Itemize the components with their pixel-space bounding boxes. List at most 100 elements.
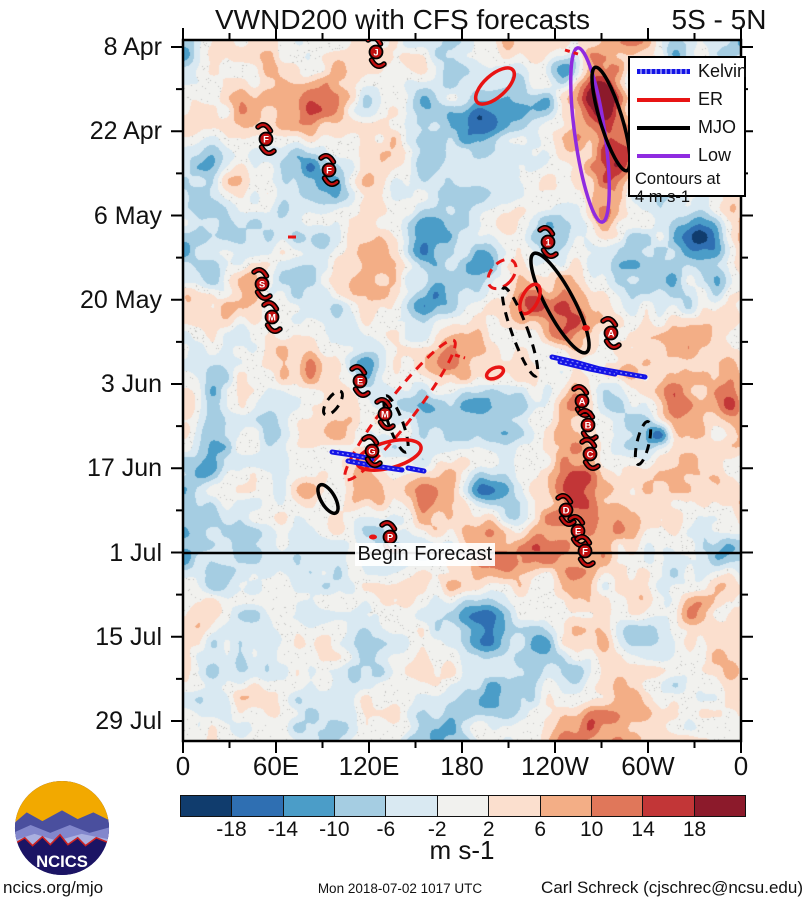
x-axis-label: 60W [621, 751, 675, 781]
cyclone-letter: P [387, 533, 394, 544]
colorbar-segment [181, 796, 233, 816]
colorbar-segment [283, 796, 336, 816]
wave-ellipse-mjo [316, 482, 340, 516]
y-axis-label: 8 Apr [103, 33, 162, 61]
legend-item-mjo: MJO [630, 114, 744, 142]
colorbar-tick-label: 14 [631, 818, 655, 841]
colorbar-segment [489, 796, 541, 816]
legend-item-kelvin: Kelvin [630, 58, 748, 86]
y-axis-label: 1 Jul [109, 538, 162, 567]
logo-text: NCICS [36, 852, 88, 871]
latitude-band-label: 5S - 5N [671, 4, 767, 35]
y-axis-label: 17 Jun [86, 454, 162, 483]
colorbar-tick-label: -10 [319, 818, 350, 841]
colorbar-tick-label: 2 [482, 818, 495, 841]
cyclone-letter: F [326, 166, 332, 177]
cyclone-symbol-J: J [365, 40, 387, 69]
cyclone-symbol-G: G [361, 434, 383, 468]
cyclone-symbol-F: F [255, 122, 277, 156]
footer-timestamp: Mon 2018-07-02 1017 UTC [317, 881, 483, 896]
colorbar-segment [591, 796, 644, 816]
wave-ellipse-mjo [382, 394, 410, 454]
legend-label: Kelvin [698, 61, 748, 81]
cyclone-letter: E [357, 377, 363, 388]
kelvin-wave-line-texture [347, 460, 403, 471]
colorbar-tick-label: 10 [579, 818, 604, 841]
cyclone-symbol-C: C [579, 437, 601, 471]
legend-item-er: ER [630, 86, 744, 114]
colorbar-tick-label: -14 [267, 818, 299, 841]
cyclone-symbol-M: M [374, 397, 396, 431]
x-axis-label: 180 [440, 751, 484, 781]
colorbar-segment [540, 796, 592, 816]
y-axis-label: 22 Apr [89, 117, 162, 146]
colorbar-tick-label: -2 [427, 818, 447, 841]
cyclone-symbol-F: F [318, 153, 340, 187]
wave-legend: Kelvin ER MJO Low Contours at 4 m s-1 [628, 56, 748, 206]
cyclone-symbol-M: M [261, 300, 283, 334]
colorbar-segment [386, 796, 438, 816]
x-axis-label: 0 [175, 751, 191, 781]
footer-author: Carl Schreck (cjschrec@ncsu.edu) [541, 878, 803, 897]
legend-label: Low [698, 145, 732, 165]
cyclone-letter: M [381, 410, 389, 421]
cyclone-letter: E [575, 527, 581, 538]
colorbar-tick-label: 6 [534, 818, 547, 841]
colorbar-segment [232, 796, 284, 816]
cyclone-letter: J [373, 48, 378, 59]
y-axis-label: 20 May [80, 285, 162, 314]
legend-line-sample [637, 98, 690, 102]
legend-label: MJO [698, 117, 736, 137]
wave-ellipse-er [518, 282, 542, 316]
cyclone-symbol-D: D [555, 493, 577, 527]
cyclone-letter: C [587, 450, 594, 461]
kelvin-wave-line-texture [559, 361, 616, 375]
wave-ellipse-er [486, 257, 518, 291]
cyclone-letter: A [608, 329, 615, 340]
legend-line-sample [637, 126, 690, 130]
wave-ellipse-mjo [633, 420, 653, 466]
colorbar-units: m s-1 [429, 835, 495, 865]
cyclone-letter: F [263, 135, 269, 146]
ncics-logo: NCICS [14, 780, 110, 876]
colorbar-tick-label: -6 [376, 818, 396, 841]
wave-ellipse-mjo [529, 251, 591, 355]
wave-ellipse-er [473, 66, 517, 106]
cyclone-symbol-E: E [349, 364, 371, 398]
y-axis-label: 3 Jun [100, 370, 162, 398]
cyclone-letter: A [579, 397, 586, 408]
logo-red-ridgeline [14, 833, 110, 847]
er-dot [369, 534, 377, 540]
legend-item-low: Low [630, 142, 744, 170]
cyclone-symbol-A: A [600, 316, 622, 350]
cyclone-letter: S [259, 280, 265, 291]
colorbar-segment [643, 796, 695, 816]
cyclone-symbol-1: 1 [537, 225, 559, 259]
legend-label: ER [698, 89, 724, 109]
wave-ellipse-mjo [500, 286, 540, 378]
legend-line-sample [637, 69, 690, 74]
plot-border [181, 38, 743, 743]
contour-note-line1: Contours at [635, 170, 721, 188]
x-axis-label: 120E [338, 751, 400, 781]
wave-ellipse-mjo [590, 65, 632, 173]
cyclone-letter: F [582, 547, 588, 558]
colorbar-tick-label: -18 [216, 818, 247, 841]
y-axis-label: 6 May [93, 201, 162, 230]
x-axis-label: 60E [252, 751, 300, 781]
er-dot [582, 325, 590, 331]
wave-ellipse-mjo [322, 389, 344, 417]
colorbar-segment [694, 796, 745, 816]
begin-forecast-label: Begin Forecast [354, 543, 496, 566]
kelvin-wave-line-texture [331, 451, 373, 460]
chart-title: VWND200 with CFS forecasts [215, 4, 590, 35]
y-axis-label: 29 Jul [95, 707, 162, 735]
cyclone-letter: D [563, 506, 570, 517]
y-axis-label: 15 Jul [95, 622, 162, 651]
colorbar-tick-label: 18 [682, 818, 707, 841]
wave-ellipse-low [568, 46, 612, 224]
cyclone-symbol-S: S [251, 267, 273, 301]
contour-note-line2: 4 m s-1 [635, 188, 691, 206]
colorbar-segment [437, 796, 490, 816]
